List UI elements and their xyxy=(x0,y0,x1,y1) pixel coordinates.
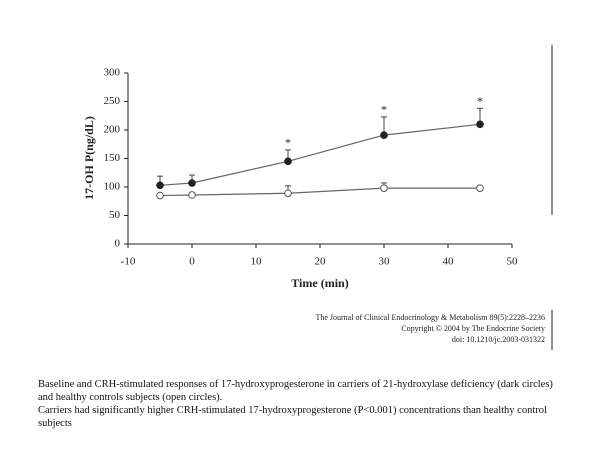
x-tick-label: 50 xyxy=(507,256,519,268)
marker xyxy=(380,131,388,139)
x-tick-label: -10 xyxy=(121,256,136,268)
x-tick-label: 40 xyxy=(443,256,455,268)
series-line xyxy=(159,123,481,186)
x-tick-label: 30 xyxy=(379,256,391,268)
marker xyxy=(476,184,484,192)
caption-line: Carriers had significantly higher CRH-st… xyxy=(38,405,547,429)
y-tick-label: 150 xyxy=(104,152,121,164)
y-tick-label: 300 xyxy=(104,67,121,79)
credit: doi: 10.1210/jc.2003-031322 xyxy=(452,335,545,344)
chart: Time (min) 17-OH P(ng/dL) The Journal of… xyxy=(82,45,553,350)
credit: Copyright © 2004 by The Endocrine Societ… xyxy=(401,324,545,333)
marker xyxy=(476,120,484,129)
y-tick-label: 50 xyxy=(109,209,121,221)
x-tick-label: 10 xyxy=(251,256,263,268)
annotation: * xyxy=(285,136,291,150)
marker xyxy=(284,189,292,198)
x-tick-label: 20 xyxy=(315,256,327,268)
annotation: * xyxy=(381,103,387,117)
marker xyxy=(188,191,196,199)
credit: The Journal of Clinical Endocrinology & … xyxy=(315,313,545,322)
y-tick-label: 250 xyxy=(104,95,121,107)
caption-line: Baseline and CRH-stimulated responses of… xyxy=(38,379,553,403)
y-tick-label: 100 xyxy=(104,181,121,193)
marker xyxy=(284,157,292,166)
marker xyxy=(188,179,196,187)
y-axis-label: 17-OH P(ng/dL) xyxy=(82,116,96,200)
y-tick-label: 0 xyxy=(115,238,121,250)
x-axis-label: Time (min) xyxy=(291,276,348,290)
annotation: * xyxy=(477,94,483,108)
marker xyxy=(156,191,164,200)
marker xyxy=(156,181,164,190)
x-tick-label: 0 xyxy=(189,256,195,268)
series-line xyxy=(159,187,480,197)
y-tick-label: 200 xyxy=(104,124,121,136)
marker xyxy=(380,184,388,192)
caption: Baseline and CRH-stimulated responses of… xyxy=(38,378,558,430)
